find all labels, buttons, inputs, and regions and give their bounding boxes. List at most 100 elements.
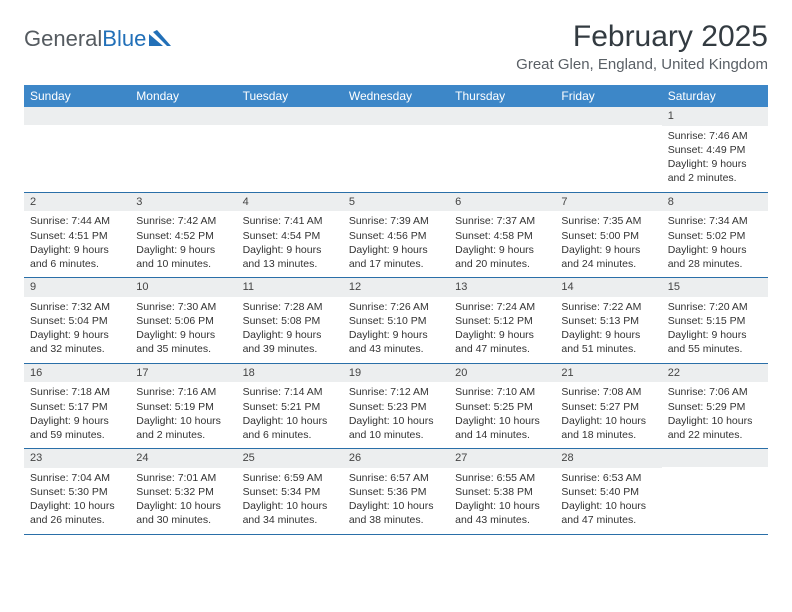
day-number: 15 (662, 278, 768, 297)
sunset-text: Sunset: 5:27 PM (561, 400, 655, 414)
calendar-day-cell: 5Sunrise: 7:39 AMSunset: 4:56 PMDaylight… (343, 193, 449, 278)
calendar-day-cell: 22Sunrise: 7:06 AMSunset: 5:29 PMDayligh… (662, 364, 768, 449)
sunrise-text: Sunrise: 7:32 AM (30, 300, 124, 314)
weekday-header: Thursday (449, 85, 555, 107)
daylight-text: Daylight: 9 hours and 32 minutes. (30, 328, 124, 356)
calendar-day-cell: 3Sunrise: 7:42 AMSunset: 4:52 PMDaylight… (130, 193, 236, 278)
day-details: Sunrise: 6:55 AMSunset: 5:38 PMDaylight:… (449, 468, 555, 534)
sunrise-text: Sunrise: 6:59 AM (243, 471, 337, 485)
daylight-text: Daylight: 9 hours and 2 minutes. (668, 157, 762, 185)
calendar-empty-cell (24, 107, 130, 192)
daylight-text: Daylight: 9 hours and 6 minutes. (30, 243, 124, 271)
day-details: Sunrise: 7:18 AMSunset: 5:17 PMDaylight:… (24, 382, 130, 448)
sunrise-text: Sunrise: 6:57 AM (349, 471, 443, 485)
calendar-day-cell: 1Sunrise: 7:46 AMSunset: 4:49 PMDaylight… (662, 107, 768, 192)
sunset-text: Sunset: 5:32 PM (136, 485, 230, 499)
calendar-day-cell: 16Sunrise: 7:18 AMSunset: 5:17 PMDayligh… (24, 364, 130, 449)
daylight-text: Daylight: 10 hours and 47 minutes. (561, 499, 655, 527)
day-number (662, 449, 768, 467)
daylight-text: Daylight: 9 hours and 13 minutes. (243, 243, 337, 271)
weekday-header: Wednesday (343, 85, 449, 107)
day-details: Sunrise: 7:35 AMSunset: 5:00 PMDaylight:… (555, 211, 661, 277)
weekday-header: Friday (555, 85, 661, 107)
day-details: Sunrise: 7:34 AMSunset: 5:02 PMDaylight:… (662, 211, 768, 277)
title-location: Great Glen, England, United Kingdom (516, 56, 768, 73)
sunset-text: Sunset: 5:23 PM (349, 400, 443, 414)
day-number: 6 (449, 193, 555, 212)
calendar-day-cell: 8Sunrise: 7:34 AMSunset: 5:02 PMDaylight… (662, 193, 768, 278)
calendar-day-cell: 18Sunrise: 7:14 AMSunset: 5:21 PMDayligh… (237, 364, 343, 449)
daylight-text: Daylight: 9 hours and 43 minutes. (349, 328, 443, 356)
weekday-header: Saturday (662, 85, 768, 107)
calendar-day-cell: 7Sunrise: 7:35 AMSunset: 5:00 PMDaylight… (555, 193, 661, 278)
day-number: 3 (130, 193, 236, 212)
sunset-text: Sunset: 5:40 PM (561, 485, 655, 499)
calendar-day-cell: 13Sunrise: 7:24 AMSunset: 5:12 PMDayligh… (449, 278, 555, 363)
day-details: Sunrise: 7:22 AMSunset: 5:13 PMDaylight:… (555, 297, 661, 363)
sunrise-text: Sunrise: 6:53 AM (561, 471, 655, 485)
sunset-text: Sunset: 5:15 PM (668, 314, 762, 328)
day-details: Sunrise: 7:46 AMSunset: 4:49 PMDaylight:… (662, 126, 768, 192)
day-number (237, 107, 343, 125)
daylight-text: Daylight: 10 hours and 22 minutes. (668, 414, 762, 442)
sunrise-text: Sunrise: 7:30 AM (136, 300, 230, 314)
day-number: 23 (24, 449, 130, 468)
daylight-text: Daylight: 10 hours and 38 minutes. (349, 499, 443, 527)
sunrise-text: Sunrise: 7:12 AM (349, 385, 443, 399)
day-details: Sunrise: 7:42 AMSunset: 4:52 PMDaylight:… (130, 211, 236, 277)
day-details: Sunrise: 6:59 AMSunset: 5:34 PMDaylight:… (237, 468, 343, 534)
day-number: 7 (555, 193, 661, 212)
sunrise-text: Sunrise: 7:10 AM (455, 385, 549, 399)
day-number: 17 (130, 364, 236, 383)
calendar-empty-cell (449, 107, 555, 192)
sunset-text: Sunset: 5:25 PM (455, 400, 549, 414)
day-number: 24 (130, 449, 236, 468)
day-details: Sunrise: 7:20 AMSunset: 5:15 PMDaylight:… (662, 297, 768, 363)
sunrise-text: Sunrise: 7:24 AM (455, 300, 549, 314)
day-number: 16 (24, 364, 130, 383)
sunrise-text: Sunrise: 7:37 AM (455, 214, 549, 228)
day-details: Sunrise: 7:08 AMSunset: 5:27 PMDaylight:… (555, 382, 661, 448)
daylight-text: Daylight: 10 hours and 14 minutes. (455, 414, 549, 442)
day-number: 25 (237, 449, 343, 468)
sunrise-text: Sunrise: 7:20 AM (668, 300, 762, 314)
day-details: Sunrise: 6:53 AMSunset: 5:40 PMDaylight:… (555, 468, 661, 534)
sunset-text: Sunset: 4:52 PM (136, 229, 230, 243)
calendar-empty-cell (662, 449, 768, 534)
calendar-week-row: 16Sunrise: 7:18 AMSunset: 5:17 PMDayligh… (24, 364, 768, 450)
calendar-page: GeneralBlue February 2025 Great Glen, En… (0, 0, 792, 555)
calendar-day-cell: 9Sunrise: 7:32 AMSunset: 5:04 PMDaylight… (24, 278, 130, 363)
sunset-text: Sunset: 5:34 PM (243, 485, 337, 499)
logo: GeneralBlue (24, 26, 171, 52)
weekday-header: Monday (130, 85, 236, 107)
day-details: Sunrise: 7:39 AMSunset: 4:56 PMDaylight:… (343, 211, 449, 277)
daylight-text: Daylight: 10 hours and 10 minutes. (349, 414, 443, 442)
sunrise-text: Sunrise: 7:41 AM (243, 214, 337, 228)
day-number (130, 107, 236, 125)
sunset-text: Sunset: 4:54 PM (243, 229, 337, 243)
daylight-text: Daylight: 9 hours and 59 minutes. (30, 414, 124, 442)
sunrise-text: Sunrise: 7:42 AM (136, 214, 230, 228)
day-number: 14 (555, 278, 661, 297)
daylight-text: Daylight: 9 hours and 10 minutes. (136, 243, 230, 271)
daylight-text: Daylight: 10 hours and 18 minutes. (561, 414, 655, 442)
calendar-day-cell: 26Sunrise: 6:57 AMSunset: 5:36 PMDayligh… (343, 449, 449, 534)
day-details: Sunrise: 7:04 AMSunset: 5:30 PMDaylight:… (24, 468, 130, 534)
day-details: Sunrise: 7:01 AMSunset: 5:32 PMDaylight:… (130, 468, 236, 534)
calendar-week-row: 23Sunrise: 7:04 AMSunset: 5:30 PMDayligh… (24, 449, 768, 535)
day-number: 27 (449, 449, 555, 468)
calendar-body: 1Sunrise: 7:46 AMSunset: 4:49 PMDaylight… (24, 107, 768, 535)
daylight-text: Daylight: 9 hours and 51 minutes. (561, 328, 655, 356)
logo-text-2: Blue (102, 26, 146, 52)
page-header: GeneralBlue February 2025 Great Glen, En… (24, 20, 768, 73)
calendar-day-cell: 21Sunrise: 7:08 AMSunset: 5:27 PMDayligh… (555, 364, 661, 449)
day-number: 13 (449, 278, 555, 297)
daylight-text: Daylight: 10 hours and 34 minutes. (243, 499, 337, 527)
sunset-text: Sunset: 5:30 PM (30, 485, 124, 499)
day-details: Sunrise: 7:10 AMSunset: 5:25 PMDaylight:… (449, 382, 555, 448)
calendar-day-cell: 12Sunrise: 7:26 AMSunset: 5:10 PMDayligh… (343, 278, 449, 363)
sunrise-text: Sunrise: 7:16 AM (136, 385, 230, 399)
daylight-text: Daylight: 9 hours and 24 minutes. (561, 243, 655, 271)
sunrise-text: Sunrise: 7:34 AM (668, 214, 762, 228)
sunrise-text: Sunrise: 7:44 AM (30, 214, 124, 228)
